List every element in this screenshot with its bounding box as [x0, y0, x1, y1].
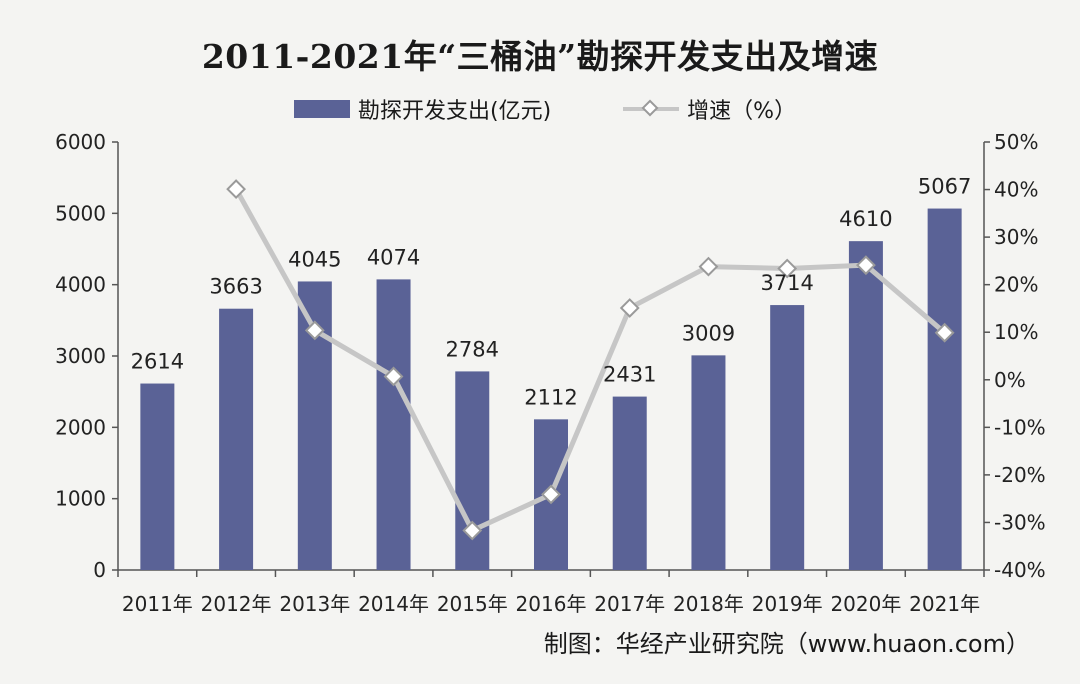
x-tick-label: 2018年	[673, 592, 744, 616]
growth-marker	[462, 520, 483, 541]
growth-marker	[777, 258, 798, 279]
bar	[691, 355, 726, 570]
x-tick-label: 2011年	[122, 592, 193, 616]
bar	[140, 383, 175, 570]
growth-marker	[383, 366, 404, 387]
legend: 勘探开发支出(亿元) 增速（%）	[294, 94, 866, 124]
bar	[770, 305, 805, 570]
growth-line	[233, 187, 947, 534]
source-footnote: 制图：华经产业研究院（www.huaon.com）	[543, 630, 1030, 658]
growth-marker	[541, 484, 561, 505]
bar	[848, 241, 883, 571]
bar-value-label: 4045	[288, 247, 341, 271]
x-tick-label: 2013年	[279, 592, 350, 616]
right-tick-label: 40%	[994, 178, 1038, 202]
x-tick-label: 2015年	[437, 592, 508, 616]
right-tick-label: 10%	[994, 320, 1038, 344]
left-tick-label: 1000	[55, 487, 106, 511]
bar-value-label: 2614	[131, 350, 184, 374]
legend-bar-swatch	[294, 100, 350, 118]
x-tick-label: 2012年	[201, 592, 272, 616]
left-tick-label: 0	[93, 558, 106, 582]
x-tick-label: 2016年	[516, 592, 587, 616]
bar-value-label: 4610	[839, 207, 892, 231]
growth-marker	[856, 255, 876, 276]
right-tick-label: -20%	[994, 463, 1046, 487]
bar-value-label: 2784	[446, 337, 499, 361]
bar-value-label: 2112	[524, 385, 577, 409]
bar-value-label: 5067	[918, 175, 971, 199]
x-tick-label: 2021年	[909, 592, 980, 616]
x-tick-label: 2014年	[358, 592, 429, 616]
bar	[927, 208, 962, 570]
growth-marker	[934, 322, 955, 343]
right-tick-label: -10%	[994, 415, 1046, 439]
left-tick-label: 5000	[55, 201, 106, 225]
right-tick-label: -40%	[994, 558, 1046, 582]
right-tick-label: 0%	[994, 368, 1026, 392]
x-tick-label: 2020年	[830, 592, 901, 616]
legend-item-growth: 增速（%）	[621, 93, 796, 125]
growth-marker	[698, 256, 719, 277]
bar-value-label: 3714	[760, 271, 813, 295]
legend-label-growth: 增速（%）	[687, 99, 797, 124]
growth-marker	[226, 179, 246, 199]
right-tick-label: 50%	[994, 130, 1038, 154]
bar-value-label: 3009	[682, 321, 735, 345]
left-tick-label: 3000	[55, 344, 106, 368]
right-tick-label: 20%	[994, 273, 1038, 297]
legend-item-expenditure: 勘探开发支出(亿元)	[294, 93, 551, 125]
x-tick-label: 2019年	[752, 592, 823, 616]
bar-value-label: 2431	[603, 363, 656, 387]
left-tick-label: 4000	[55, 273, 106, 297]
left-tick-label: 6000	[55, 130, 106, 154]
growth-marker	[304, 320, 325, 341]
left-tick-label: 2000	[55, 415, 106, 439]
bar-value-label: 3663	[209, 275, 262, 299]
legend-line-swatch	[623, 99, 680, 117]
right-tick-label: 30%	[994, 225, 1038, 249]
bar-value-label: 4074	[367, 245, 420, 269]
bar	[376, 279, 411, 570]
growth-marker	[619, 298, 640, 318]
bar	[219, 308, 254, 570]
legend-label-expenditure: 勘探开发支出(亿元)	[358, 99, 552, 124]
chart-title: 2011-2021年“三桶油”勘探开发支出及增速	[201, 37, 879, 76]
x-tick-label: 2017年	[594, 592, 665, 616]
bar	[612, 396, 647, 570]
right-tick-label: -30%	[994, 510, 1046, 534]
